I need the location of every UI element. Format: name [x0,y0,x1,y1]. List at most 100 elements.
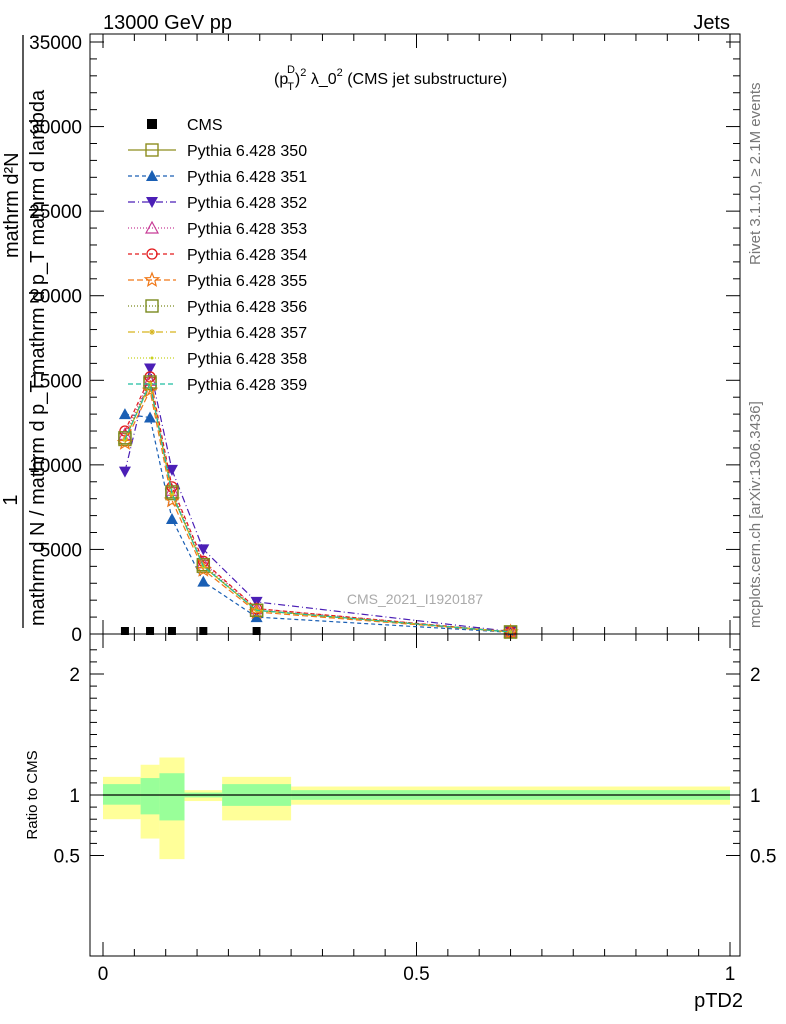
plot-title: (pTD)2 λ_02 (CMS jet substructure) [274,64,507,93]
series-line [124,388,511,633]
y-label-factor: 1 [0,494,22,505]
main-y-axis-label: 1 mathrm d²N mathrm d N / mathrm d p_T m… [0,35,49,628]
legend-label: Pythia 6.428 353 [187,221,307,238]
main-y-tick-label: 5000 [40,540,82,561]
main-y-tick-label: 30000 [29,118,82,139]
series-marker [165,485,179,499]
legend-marker [145,143,159,157]
series-marker [196,557,211,572]
legend-entry: Pythia 6.428 356 [128,299,307,316]
legend-marker [149,329,155,335]
ratio-panel: 0.5 0.51 12 2 0 0.5 1 Ratio to CMS pTD2 [24,633,776,1012]
main-panel: 0 5000 10000 15000 20000 25000 30000 35000 (pTD… [0,33,741,646]
legend-marker [147,119,157,129]
ratio-inner-band [103,784,141,805]
legend-label: Pythia 6.428 357 [187,325,307,342]
ratio-y-ticks: 0.5 0.5 1 1 2 2 [54,649,776,868]
legend-entry: Pythia 6.428 359 [128,377,307,394]
legend-entry: Pythia 6.428 357 [128,325,307,342]
cms-data-point [199,627,208,635]
series-marker [144,363,157,375]
legend-entry: Pythia 6.428 350 [128,143,307,160]
ratio-x-ticks: 0 0.5 1 [98,634,736,985]
legend-label: Pythia 6.428 356 [187,299,307,316]
legend-label: Pythia 6.428 359 [187,377,307,394]
legend-entry: Pythia 6.428 358 [128,351,307,368]
legend-label: Pythia 6.428 354 [187,247,307,264]
series-line [124,381,511,633]
x-axis-label: pTD2 [694,990,743,1012]
data-points-layer [120,627,261,635]
x-tick-label: 1 [725,964,736,985]
rivet-side-text: Rivet 3.1.10, ≥ 2.1M events [747,83,764,266]
legend-label: Pythia 6.428 351 [187,169,307,186]
header-left: 13000 GeV pp [103,12,232,34]
legend-marker [146,248,158,260]
series-marker [165,512,178,524]
legend-marker [150,356,154,360]
legend-label: Pythia 6.428 350 [187,143,307,160]
series-marker [197,544,210,556]
legend-entry: Pythia 6.428 355 [128,271,307,290]
legend-label: Pythia 6.428 358 [187,351,307,368]
series-line [124,413,511,633]
legend-marker [145,299,159,313]
series-marker [165,464,178,476]
main-series-layer [116,363,519,640]
legend-marker [143,271,161,288]
legend-entry: CMS [147,117,223,134]
ratio-y-tick-label-right: 1 [750,786,761,807]
header-right: Jets [693,12,730,34]
series-group [118,375,518,639]
series-marker [195,561,212,577]
legend-marker [146,197,158,208]
series-marker [116,434,134,450]
legend-entry: Pythia 6.428 354 [128,247,307,264]
ratio-inner-band [140,778,160,815]
series-marker [118,431,132,445]
series-marker [170,492,174,496]
cms-data-point [120,627,129,635]
mcplots-side-text: mcplots.cern.ch [arXiv:1306.3436] [747,401,764,628]
main-y-tick-label: 10000 [29,456,82,477]
series-marker [143,375,157,389]
main-y-ticks: 0 5000 10000 15000 20000 25000 30000 35000 [29,33,740,646]
series-line [124,374,511,633]
legend-entry: Pythia 6.428 352 [128,195,307,212]
legend-label: Pythia 6.428 352 [187,195,307,212]
legend-marker [146,170,158,181]
series-marker [248,603,265,620]
ratio-y-tick-label-right: 2 [750,665,761,686]
x-tick-label: 0 [98,964,109,985]
series-marker [197,575,210,587]
ratio-y-axis-label: Ratio to CMS [24,750,41,839]
ratio-y-tick-label: 1 [69,786,80,807]
cms-data-point [167,627,176,635]
legend-entry: Pythia 6.428 353 [128,220,307,238]
main-y-tick-label: 15000 [29,371,82,392]
cms-data-point [146,627,155,635]
main-y-tick-label: 35000 [29,33,82,54]
ratio-inner-band [159,773,185,821]
series-group [124,381,511,633]
x-tick-label: 0.5 [403,964,429,985]
legend-label: Pythia 6.428 355 [187,273,307,290]
y-label-numerator: mathrm d²N [1,152,23,258]
series-marker [118,408,131,420]
main-y-tick-label: 0 [71,625,82,646]
ratio-y-tick-label: 2 [69,665,80,686]
ratio-bands [103,757,730,860]
main-y-tick-label: 20000 [29,287,82,308]
series-marker [144,411,157,423]
main-y-tick-label: 25000 [29,202,82,223]
legend-marker [144,220,160,234]
legend: CMS Pythia 6.428 350 Pythia 6.428 351 Pythi… [128,117,307,394]
legend-label: CMS [187,117,223,134]
ratio-y-tick-label-right: 0.5 [750,847,776,868]
analysis-watermark: CMS_2021_I1920187 [347,591,483,607]
legend-entry: Pythia 6.428 351 [128,169,307,186]
series-marker [118,466,131,478]
ratio-y-tick-label: 0.5 [54,847,80,868]
y-label-denominator: mathrm d N / mathrm d p_T mathrm d p_T m… [27,89,49,626]
